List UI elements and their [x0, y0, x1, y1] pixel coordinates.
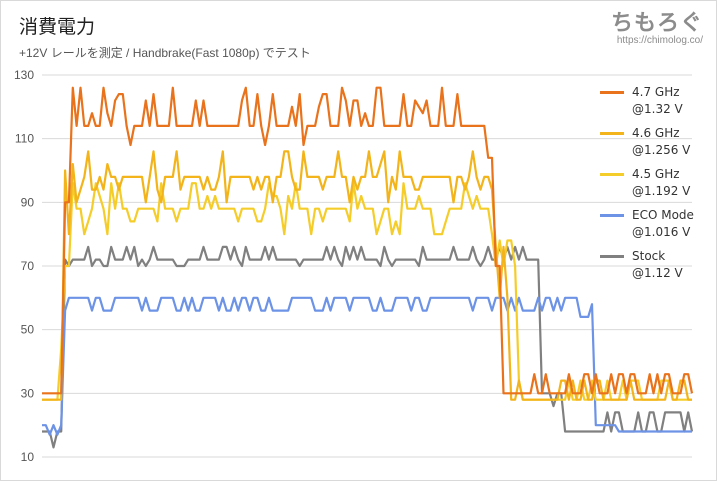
series-line-1 [42, 150, 692, 401]
legend-label: 4.6 GHz @1.256 V [632, 126, 691, 157]
legend-item: Stock @1.12 V [596, 248, 706, 289]
y-axis-ticks: 10 30 50 70 90 110 130 [14, 68, 34, 464]
legend-item: ECO Mode @1.016 V [596, 207, 706, 248]
chart-subtitle: +12V レールを測定 / Handbrake(Fast 1080p) でテスト [19, 46, 311, 60]
legend-label: 4.5 GHz @1.192 V [632, 167, 691, 198]
y-tick-label: 90 [21, 195, 35, 209]
series-line-4 [42, 245, 694, 449]
legend-item: 4.7 GHz @1.32 V [596, 84, 706, 125]
site-url: https://chimolog.co/ [616, 35, 703, 46]
legend-swatch [600, 132, 624, 135]
series-line-3 [42, 296, 692, 436]
legend-swatch [600, 255, 624, 258]
series-line-2 [42, 182, 692, 401]
y-tick-label: 30 [21, 386, 35, 400]
y-tick-label: 130 [14, 68, 34, 82]
y-tick-label: 70 [21, 259, 35, 273]
legend-label: ECO Mode @1.016 V [632, 208, 694, 239]
chart-legend: 4.7 GHz @1.32 V 4.6 GHz @1.256 V 4.5 GHz @… [596, 84, 706, 289]
series-line-0 [42, 86, 694, 395]
legend-label: Stock @1.12 V [632, 249, 683, 280]
legend-swatch [600, 91, 624, 94]
legend-swatch [600, 173, 624, 176]
legend-label: 4.7 GHz @1.32 V [632, 85, 683, 116]
series-lines [42, 86, 694, 449]
legend-item: 4.6 GHz @1.256 V [596, 125, 706, 166]
chart-title: 消費電力 [19, 17, 96, 38]
y-tick-label: 10 [21, 450, 35, 464]
y-tick-label: 50 [21, 323, 35, 337]
y-tick-label: 110 [15, 132, 34, 146]
legend-swatch [600, 214, 624, 217]
site-logo: ちもろぐ [610, 10, 703, 35]
legend-item: 4.5 GHz @1.192 V [596, 166, 706, 207]
